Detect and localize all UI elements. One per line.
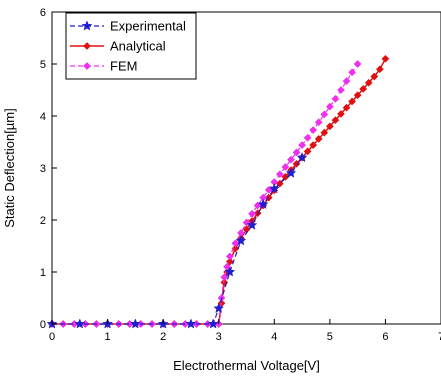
data-point bbox=[337, 109, 345, 118]
data-point bbox=[309, 141, 318, 150]
data-point bbox=[325, 102, 334, 111]
y-tick-label: 0 bbox=[40, 319, 46, 331]
data-point bbox=[370, 72, 379, 81]
data-point bbox=[185, 318, 197, 329]
y-tick-label: 6 bbox=[40, 7, 46, 19]
x-tick-label: 2 bbox=[160, 331, 166, 343]
data-point bbox=[129, 318, 141, 329]
data-point bbox=[342, 103, 351, 112]
legend-label: FEM bbox=[110, 59, 137, 74]
data-point bbox=[287, 155, 295, 164]
x-tick-label: 1 bbox=[105, 331, 111, 343]
x-tick-label: 7 bbox=[438, 331, 441, 343]
data-point bbox=[331, 116, 340, 125]
y-tick-label: 2 bbox=[40, 215, 46, 227]
data-point bbox=[257, 198, 269, 209]
data-point bbox=[320, 128, 329, 137]
data-point bbox=[337, 86, 345, 94]
data-point bbox=[353, 91, 362, 100]
y-tick-label: 3 bbox=[40, 163, 46, 175]
data-point bbox=[353, 60, 362, 68]
y-axis-title: Static Deflection[µm] bbox=[2, 108, 17, 227]
data-point bbox=[375, 65, 384, 74]
data-point bbox=[359, 85, 368, 93]
legend-swatch-marker bbox=[81, 20, 93, 31]
data-point bbox=[309, 126, 318, 134]
x-tick-label: 0 bbox=[49, 331, 55, 343]
data-point bbox=[348, 68, 357, 77]
data-point bbox=[235, 235, 247, 246]
series-analytical bbox=[48, 54, 390, 328]
data-point bbox=[348, 97, 357, 106]
data-point bbox=[364, 78, 373, 87]
data-point bbox=[74, 318, 86, 329]
y-tick-label: 4 bbox=[40, 111, 46, 123]
x-tick-label: 5 bbox=[327, 331, 333, 343]
data-point bbox=[342, 77, 351, 86]
y-tick-label: 1 bbox=[40, 267, 46, 279]
series-line bbox=[52, 63, 359, 325]
data-point bbox=[303, 133, 312, 142]
legend-swatch-marker bbox=[83, 42, 91, 50]
data-point bbox=[253, 209, 262, 218]
legend: Experimental Analytical FEM bbox=[65, 12, 197, 80]
data-point bbox=[292, 148, 301, 157]
series-layer bbox=[46, 54, 390, 329]
data-point bbox=[314, 134, 323, 143]
data-point bbox=[296, 151, 308, 163]
data-point bbox=[275, 170, 284, 179]
data-point bbox=[298, 141, 307, 150]
data-point bbox=[268, 183, 280, 194]
data-point bbox=[225, 252, 234, 261]
data-point bbox=[246, 219, 258, 230]
legend-label: Experimental bbox=[110, 19, 186, 34]
legend-label: Analytical bbox=[110, 39, 166, 54]
data-point bbox=[231, 244, 240, 253]
data-point bbox=[381, 54, 390, 63]
data-point bbox=[285, 167, 297, 178]
x-tick-label: 3 bbox=[216, 331, 222, 343]
data-point bbox=[220, 278, 229, 287]
series-fem bbox=[48, 60, 362, 328]
data-point bbox=[213, 302, 225, 313]
series-line bbox=[52, 157, 303, 325]
data-point bbox=[281, 163, 290, 171]
x-axis-title: Electrothermal Voltage[V] bbox=[173, 358, 320, 373]
data-point bbox=[320, 110, 329, 119]
data-point bbox=[314, 118, 323, 127]
x-tick-label: 6 bbox=[382, 331, 388, 343]
axes-layer: 0 1 2 3 4 5 6 7 0 1 2 3 4 5 6 bbox=[40, 7, 441, 343]
data-point bbox=[331, 94, 340, 103]
data-point bbox=[231, 239, 240, 248]
legend-swatch-marker bbox=[83, 62, 91, 70]
data-point bbox=[248, 209, 257, 218]
y-tick-label: 5 bbox=[40, 59, 46, 71]
data-point bbox=[225, 257, 234, 266]
data-point bbox=[303, 147, 312, 156]
data-point bbox=[325, 122, 334, 131]
series-experimental bbox=[46, 151, 308, 329]
data-point bbox=[207, 318, 219, 329]
data-point bbox=[224, 266, 236, 277]
x-tick-label: 4 bbox=[271, 331, 277, 343]
